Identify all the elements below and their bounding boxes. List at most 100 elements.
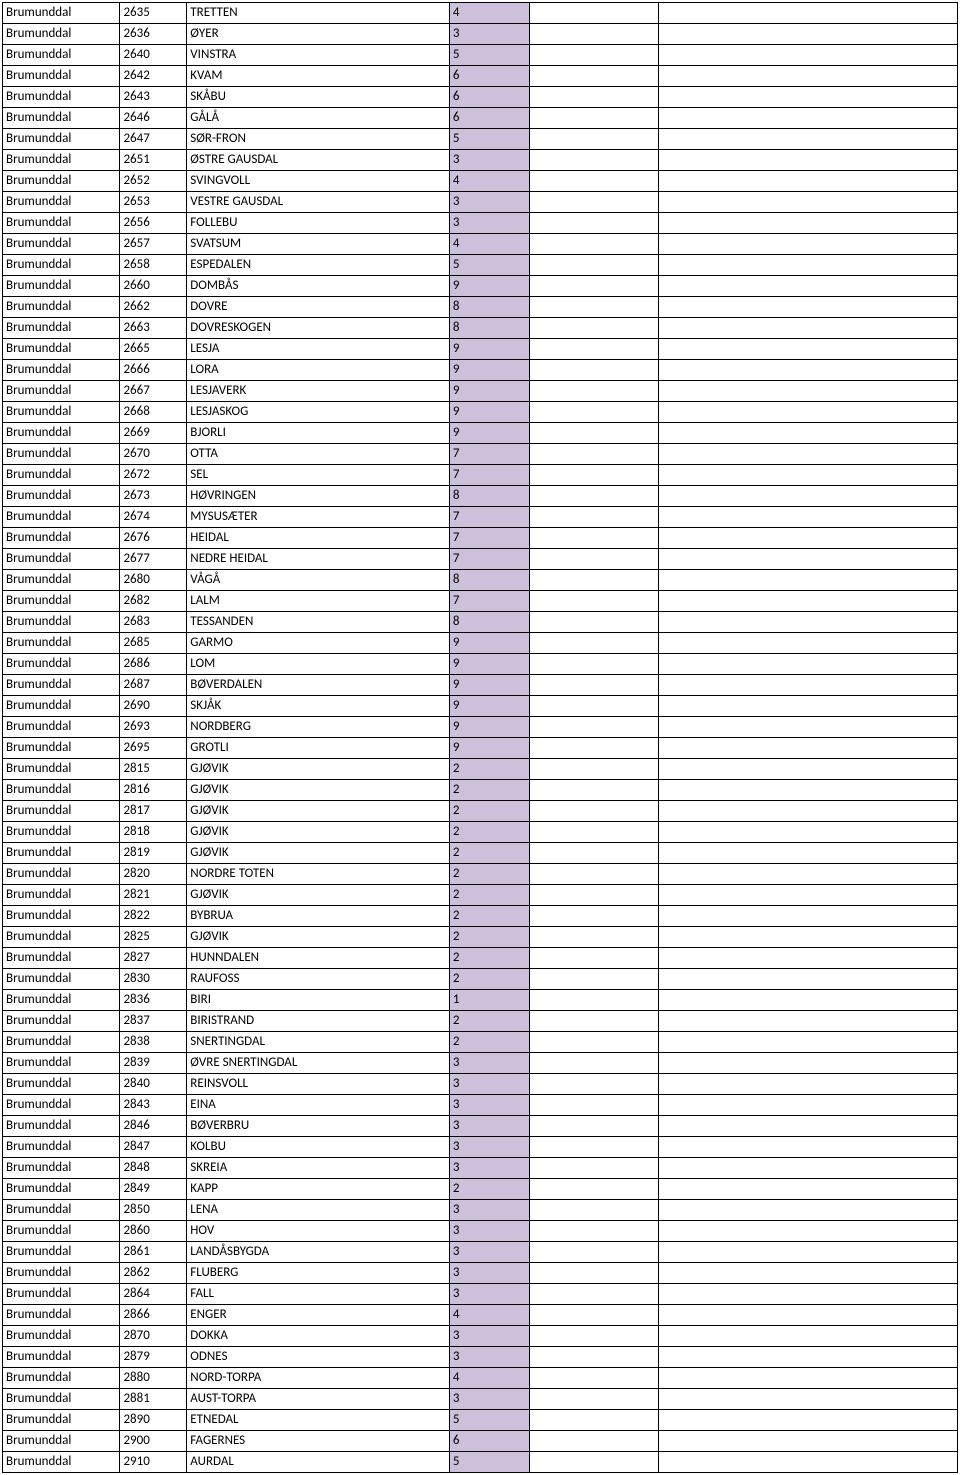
- cell-col-0: Brumunddal: [3, 1116, 120, 1137]
- cell-col-4: [530, 318, 659, 339]
- cell-col-2: DOKKA: [187, 1326, 450, 1347]
- table-row: Brumunddal2635TRETTEN4: [3, 3, 958, 24]
- cell-col-5: [659, 1032, 958, 1053]
- cell-col-1: 2670: [120, 444, 187, 465]
- table-row: Brumunddal2663DOVRESKOGEN8: [3, 318, 958, 339]
- cell-col-2: NEDRE HEIDAL: [187, 549, 450, 570]
- cell-col-5: [659, 45, 958, 66]
- cell-col-1: 2870: [120, 1326, 187, 1347]
- table-row: Brumunddal2682LALM7: [3, 591, 958, 612]
- cell-col-4: [530, 1284, 659, 1305]
- cell-col-4: [530, 927, 659, 948]
- table-row: Brumunddal2849KAPP2: [3, 1179, 958, 1200]
- cell-col-3: 4: [449, 1368, 529, 1389]
- cell-col-1: 2843: [120, 1095, 187, 1116]
- cell-col-1: 2821: [120, 885, 187, 906]
- cell-col-2: VINSTRA: [187, 45, 450, 66]
- cell-col-2: BJORLI: [187, 423, 450, 444]
- table-row: Brumunddal2880NORD-TORPA4: [3, 1368, 958, 1389]
- cell-col-0: Brumunddal: [3, 822, 120, 843]
- cell-col-4: [530, 675, 659, 696]
- cell-col-2: NORDBERG: [187, 717, 450, 738]
- cell-col-3: 2: [449, 948, 529, 969]
- table-row: Brumunddal2686LOM9: [3, 654, 958, 675]
- cell-col-3: 2: [449, 969, 529, 990]
- cell-col-0: Brumunddal: [3, 87, 120, 108]
- cell-col-2: RAUFOSS: [187, 969, 450, 990]
- cell-col-0: Brumunddal: [3, 549, 120, 570]
- cell-col-3: 2: [449, 1032, 529, 1053]
- cell-col-4: [530, 1179, 659, 1200]
- cell-col-0: Brumunddal: [3, 1305, 120, 1326]
- cell-col-2: SKJÅK: [187, 696, 450, 717]
- table-row: Brumunddal2642KVAM6: [3, 66, 958, 87]
- cell-col-4: [530, 1347, 659, 1368]
- cell-col-5: [659, 1200, 958, 1221]
- cell-col-5: [659, 1011, 958, 1032]
- cell-col-2: BØVERDALEN: [187, 675, 450, 696]
- cell-col-0: Brumunddal: [3, 885, 120, 906]
- cell-col-4: [530, 276, 659, 297]
- cell-col-0: Brumunddal: [3, 1032, 120, 1053]
- cell-col-0: Brumunddal: [3, 423, 120, 444]
- table-row: Brumunddal2676HEIDAL7: [3, 528, 958, 549]
- cell-col-0: Brumunddal: [3, 276, 120, 297]
- cell-col-4: [530, 234, 659, 255]
- cell-col-0: Brumunddal: [3, 402, 120, 423]
- cell-col-2: AURDAL: [187, 1452, 450, 1473]
- cell-col-2: HØVRINGEN: [187, 486, 450, 507]
- table-row: Brumunddal2695GROTLI9: [3, 738, 958, 759]
- cell-col-5: [659, 1305, 958, 1326]
- cell-col-3: 5: [449, 45, 529, 66]
- cell-col-1: 2879: [120, 1347, 187, 1368]
- cell-col-1: 2836: [120, 990, 187, 1011]
- cell-col-4: [530, 1200, 659, 1221]
- cell-col-2: BØVERBRU: [187, 1116, 450, 1137]
- cell-col-0: Brumunddal: [3, 1284, 120, 1305]
- cell-col-1: 2667: [120, 381, 187, 402]
- cell-col-1: 2646: [120, 108, 187, 129]
- cell-col-0: Brumunddal: [3, 1242, 120, 1263]
- cell-col-3: 2: [449, 1179, 529, 1200]
- cell-col-4: [530, 1389, 659, 1410]
- table-row: Brumunddal2861LANDÅSBYGDA3: [3, 1242, 958, 1263]
- table-row: Brumunddal2647SØR-FRON5: [3, 129, 958, 150]
- cell-col-0: Brumunddal: [3, 633, 120, 654]
- cell-col-4: [530, 1074, 659, 1095]
- cell-col-2: LOM: [187, 654, 450, 675]
- cell-col-5: [659, 402, 958, 423]
- table-row: Brumunddal2685GARMO9: [3, 633, 958, 654]
- cell-col-5: [659, 255, 958, 276]
- cell-col-1: 2822: [120, 906, 187, 927]
- cell-col-5: [659, 1242, 958, 1263]
- cell-col-0: Brumunddal: [3, 318, 120, 339]
- cell-col-3: 8: [449, 612, 529, 633]
- cell-col-1: 2651: [120, 150, 187, 171]
- cell-col-2: LESJA: [187, 339, 450, 360]
- cell-col-1: 2862: [120, 1263, 187, 1284]
- table-row: Brumunddal2850LENA3: [3, 1200, 958, 1221]
- table-row: Brumunddal2683TESSANDEN8: [3, 612, 958, 633]
- cell-col-1: 2830: [120, 969, 187, 990]
- cell-col-1: 2668: [120, 402, 187, 423]
- cell-col-3: 9: [449, 402, 529, 423]
- cell-col-5: [659, 612, 958, 633]
- cell-col-3: 4: [449, 3, 529, 24]
- cell-col-0: Brumunddal: [3, 717, 120, 738]
- table-row: Brumunddal2900FAGERNES6: [3, 1431, 958, 1452]
- cell-col-3: 6: [449, 1431, 529, 1452]
- cell-col-1: 2683: [120, 612, 187, 633]
- cell-col-4: [530, 780, 659, 801]
- cell-col-5: [659, 1389, 958, 1410]
- cell-col-2: ØYER: [187, 24, 450, 45]
- cell-col-3: 3: [449, 1389, 529, 1410]
- cell-col-3: 1: [449, 990, 529, 1011]
- cell-col-1: 2674: [120, 507, 187, 528]
- cell-col-4: [530, 1011, 659, 1032]
- cell-col-0: Brumunddal: [3, 129, 120, 150]
- cell-col-2: SKÅBU: [187, 87, 450, 108]
- cell-col-3: 8: [449, 318, 529, 339]
- cell-col-1: 2847: [120, 1137, 187, 1158]
- cell-col-5: [659, 801, 958, 822]
- cell-col-1: 2657: [120, 234, 187, 255]
